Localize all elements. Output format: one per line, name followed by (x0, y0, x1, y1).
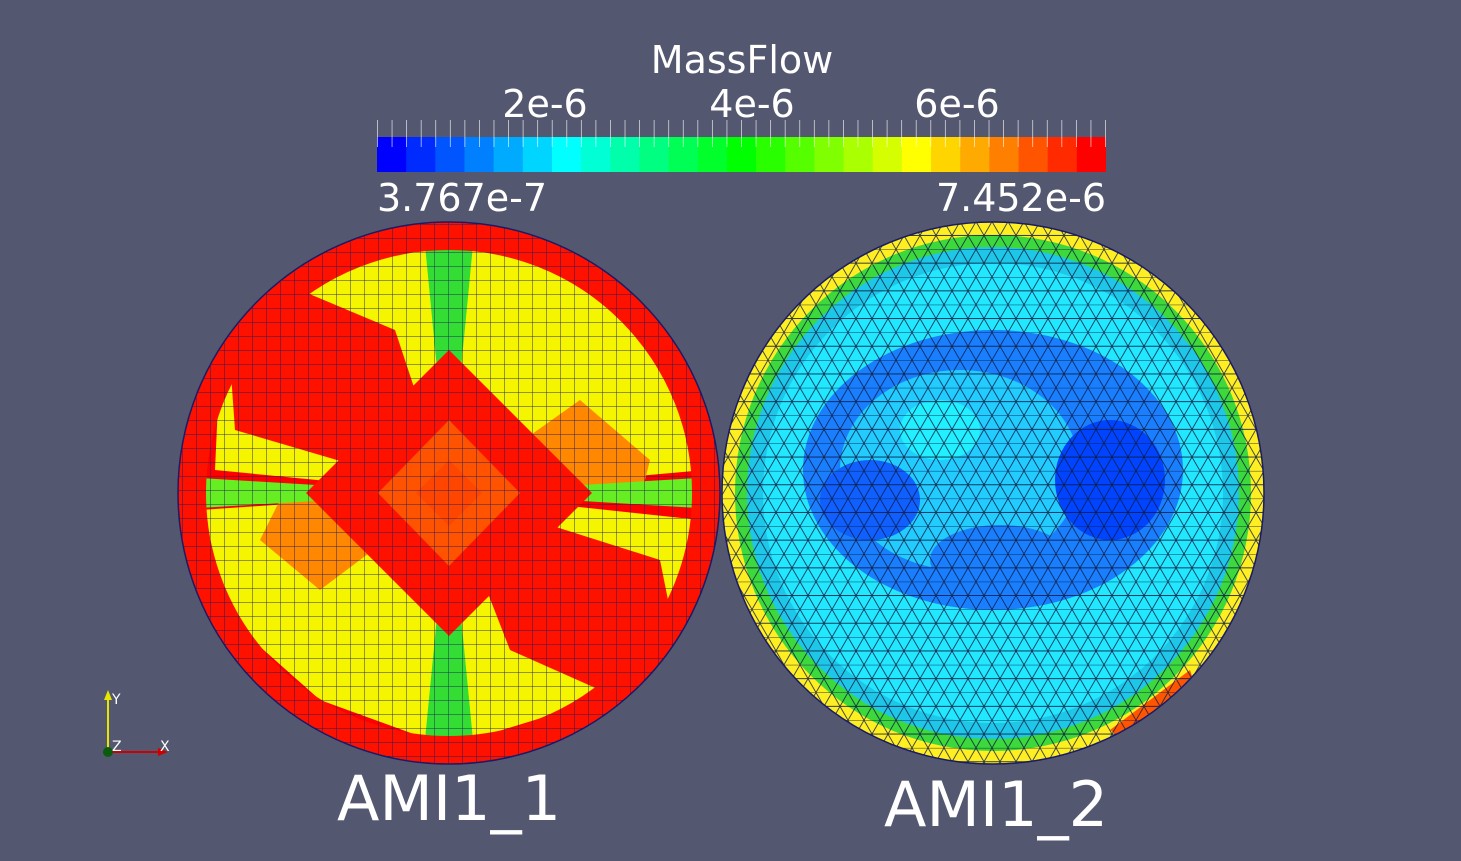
z-axis-label: Z (112, 739, 122, 755)
scalar-bar-range-min: 3.767e-7 (377, 176, 548, 220)
patch-label-ami1-1: AMI1_1 (336, 762, 562, 835)
scalar-bar-swatch (1047, 137, 1078, 172)
scalar-bar[interactable] (377, 120, 1106, 172)
patch-ami1-2 (722, 222, 1264, 764)
y-axis-arrow-icon (104, 690, 112, 700)
scalar-bar-tick-label: 4e-6 (709, 82, 795, 126)
scalar-bar-swatch (1018, 137, 1049, 172)
scalar-bar-title: MassFlow (650, 38, 834, 82)
x-axis-label: X (160, 739, 170, 755)
scalar-bar-swatch (931, 137, 961, 172)
orientation-axes[interactable]: Y X Z (92, 684, 182, 764)
scalar-bar-swatch (960, 137, 990, 172)
scalar-bar-range-max: 7.452e-6 (935, 176, 1106, 220)
scalar-bar-swatch (814, 137, 845, 172)
scalar-bar-swatch (843, 137, 874, 172)
scalar-bar-swatch (1076, 137, 1106, 172)
scalar-bar-tick-label: 2e-6 (502, 82, 588, 126)
scalar-bar-swatches (377, 137, 1106, 172)
patch-label-ami1-2: AMI1_2 (883, 768, 1109, 841)
scalar-bar-swatch (901, 137, 932, 172)
scalar-bar-tick-label: 6e-6 (914, 82, 1000, 126)
z-axis-dot-icon (103, 747, 113, 757)
scalar-bar-swatch (872, 137, 903, 172)
patch-ami1-1 (178, 222, 720, 764)
scalar-bar-ticks (377, 120, 1106, 147)
scalar-bar-swatch (989, 137, 1020, 172)
x-axis-arrow-icon (158, 748, 168, 756)
y-axis-label: Y (111, 692, 121, 708)
